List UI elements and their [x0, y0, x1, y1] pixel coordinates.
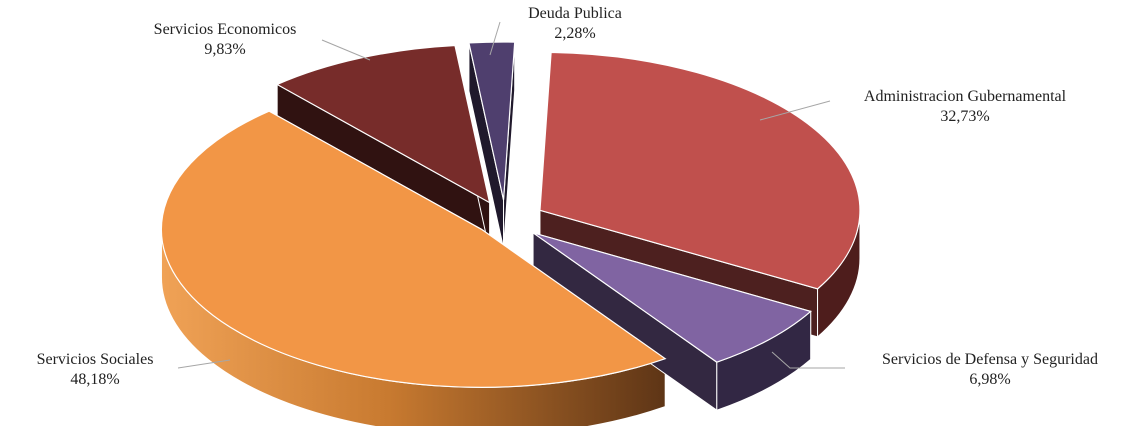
- pie-slice: [160, 110, 667, 388]
- leader-line: [771, 351, 845, 369]
- slice-value-label: 32,73%: [940, 108, 989, 125]
- pie-slice: [539, 51, 861, 290]
- slice-label: Deuda Publica: [528, 5, 622, 22]
- pie-slice: [532, 232, 812, 363]
- slice-label: Servicios Sociales: [37, 351, 154, 368]
- slice-label: Administracion Gubernamental: [864, 88, 1067, 105]
- leader-line: [177, 359, 231, 369]
- slice-labels: Administracion Gubernamental 32,73% Servic…: [37, 5, 1098, 388]
- slice-label: Servicios de Defensa y Seguridad: [882, 351, 1098, 368]
- slice-value-label: 48,18%: [70, 371, 119, 388]
- slice-value-label: 6,98%: [969, 371, 1010, 388]
- leader-line: [489, 21, 501, 56]
- slice-value-label: 9,83%: [204, 41, 245, 58]
- leader-line: [759, 100, 831, 121]
- pie-slice: [468, 41, 516, 201]
- leader-line: [321, 39, 371, 61]
- slice-value-label: 2,28%: [554, 25, 595, 42]
- slice-label: Servicios Economicos: [154, 21, 297, 38]
- pie-slice: [275, 44, 491, 204]
- slice-tops: [160, 41, 861, 388]
- leader-lines: [177, 21, 845, 369]
